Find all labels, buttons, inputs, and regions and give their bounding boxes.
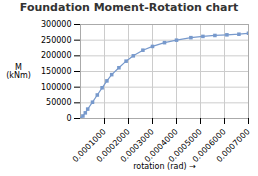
svg-text:0.0004000: 0.0004000 bbox=[142, 127, 180, 165]
svg-text:300000: 300000 bbox=[41, 20, 72, 29]
svg-text:0.0006000: 0.0006000 bbox=[190, 127, 228, 165]
svg-text:M(kNm): M(kNm) bbox=[6, 63, 31, 80]
svg-text:50000: 50000 bbox=[46, 98, 71, 107]
svg-text:0.0007000: 0.0007000 bbox=[215, 127, 252, 164]
svg-text:rotation (rad) →: rotation (rad) → bbox=[133, 162, 196, 171]
svg-text:200000: 200000 bbox=[41, 51, 72, 60]
svg-text:0.0002000: 0.0002000 bbox=[94, 127, 132, 165]
svg-text:0.0001000: 0.0001000 bbox=[70, 127, 108, 165]
svg-text:100000: 100000 bbox=[41, 83, 72, 92]
svg-text:250000: 250000 bbox=[41, 36, 72, 45]
html-text:Foundation Moment-Rotation cha: Foundation Moment-Rotation chart bbox=[19, 1, 239, 14]
svg-text:150000: 150000 bbox=[41, 67, 72, 76]
svg-text:0.0003000: 0.0003000 bbox=[118, 127, 156, 165]
svg-text:0: 0 bbox=[66, 114, 71, 123]
svg-text:0.0005000: 0.0005000 bbox=[166, 127, 204, 165]
